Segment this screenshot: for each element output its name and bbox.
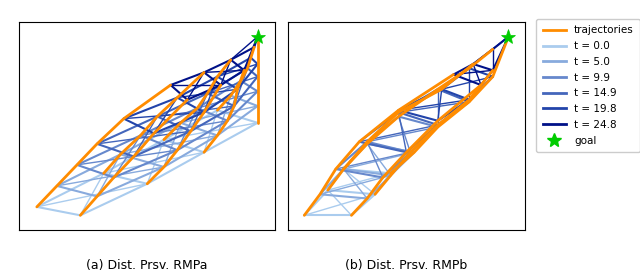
Legend: trajectories, t = 0.0, t = 5.0, t = 9.9, t = 14.9, t = 19.8, t = 24.8, goal: trajectories, t = 0.0, t = 5.0, t = 9.9,… — [536, 19, 640, 152]
Text: (a) Dist. Prsv. RMPa: (a) Dist. Prsv. RMPa — [86, 259, 208, 272]
Text: (b) Dist. Prsv. RMPb: (b) Dist. Prsv. RMPb — [345, 259, 468, 272]
